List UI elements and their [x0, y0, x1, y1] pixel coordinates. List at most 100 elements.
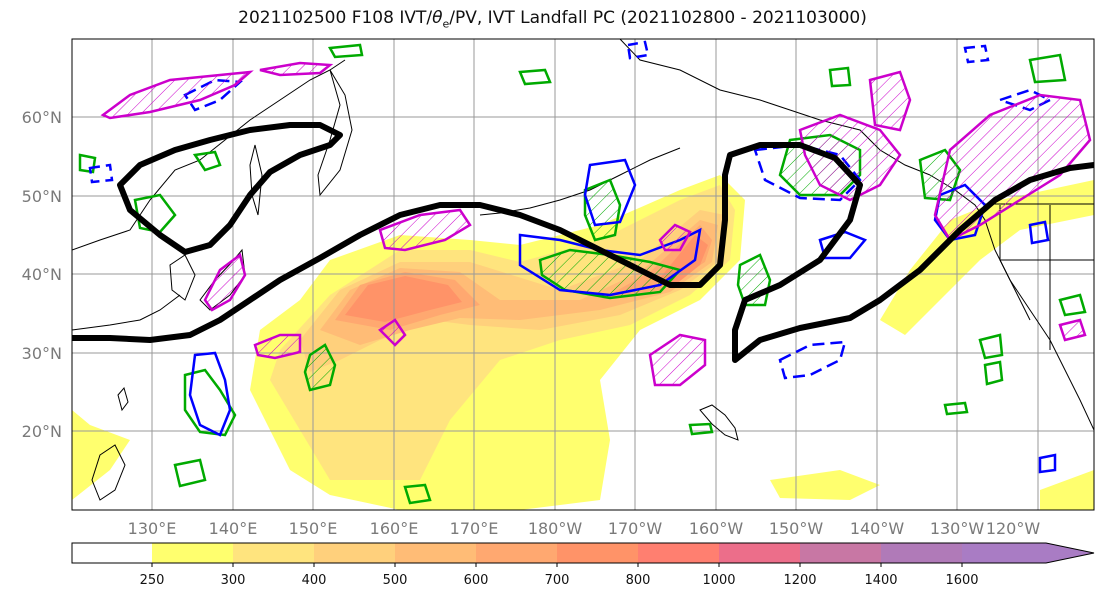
- lon-label: 150°E: [289, 519, 338, 538]
- pv-hatch-region: [868, 70, 912, 132]
- taiwan: [117, 386, 129, 412]
- colorbar-tick-label: 700: [545, 573, 570, 588]
- lon-label: 120°W: [986, 519, 1041, 538]
- colorbar-tick-label: 400: [302, 573, 327, 588]
- lat-label: 40°N: [22, 265, 62, 284]
- hawaii: [699, 404, 739, 441]
- colorbar-tick-label: 300: [221, 573, 246, 588]
- ivt-band-250: [880, 180, 1094, 335]
- pv-contour: [688, 422, 714, 436]
- colorbar-segment: [962, 543, 1046, 563]
- pv-contour: [538, 248, 683, 300]
- asia-coast: [72, 294, 181, 331]
- lat-label: 30°N: [22, 344, 62, 363]
- theta-e-contour: [1028, 220, 1050, 245]
- colorbar-segment: [152, 543, 233, 563]
- colorbar-ticks: [151, 563, 963, 567]
- lat-label: 60°N: [22, 108, 62, 127]
- latitude-labels: 60°N 50°N 40°N 30°N 20°N: [22, 108, 62, 441]
- pv-contour: [943, 401, 969, 416]
- lon-label: 170°W: [608, 519, 663, 538]
- pv-hatch-region: [203, 252, 247, 312]
- colorbar-segment: [557, 543, 638, 563]
- map-panel: [71, 38, 1095, 511]
- pv-hatch-region: [798, 113, 902, 202]
- pv-hatch-region: [1058, 318, 1087, 342]
- lon-label: 170°E: [450, 519, 499, 538]
- pv-contour: [78, 153, 97, 174]
- colorbar-tick-label: 1600: [945, 573, 978, 588]
- sakhalin: [249, 144, 263, 216]
- colorbar-segment: [476, 543, 557, 563]
- lon-label: 140°W: [850, 519, 905, 538]
- pv-hatch-region: [259, 61, 334, 77]
- pv-hatch-region: [253, 333, 302, 360]
- pv-contour: [133, 193, 177, 234]
- colorbar-tick-label: 1400: [864, 573, 897, 588]
- ivt-band-250: [1040, 470, 1094, 510]
- kamchatka: [317, 69, 353, 197]
- lon-label: 140°E: [209, 519, 258, 538]
- colorbar-tick-label: 1000: [702, 573, 735, 588]
- korea: [169, 254, 196, 301]
- lon-label: 130°E: [128, 519, 177, 538]
- colorbar-tick-label: 250: [140, 573, 165, 588]
- jet-contour: [72, 122, 1094, 363]
- pv-contour: [978, 333, 1004, 360]
- map-frame: [71, 38, 1095, 511]
- theta-e-contour: [583, 158, 637, 227]
- pv-contour: [828, 66, 852, 88]
- colorbar-segment: [638, 543, 719, 563]
- colorbar-tick-label: 600: [464, 573, 489, 588]
- pv-hatch-region: [933, 93, 1092, 242]
- theta-e-contour: [1038, 453, 1057, 474]
- pv-contour: [303, 343, 337, 392]
- colorbar-segment: [881, 543, 962, 563]
- ivt-band-400: [300, 210, 725, 372]
- theta-e-contour: [963, 44, 990, 64]
- lon-label: 180°W: [528, 519, 583, 538]
- pv-contour: [173, 458, 207, 488]
- pv-hatch-region: [648, 333, 707, 387]
- colorbar: 250 300 400 500 600 700 800 1000 1200 14…: [71, 542, 1095, 588]
- pv-hatched-contours: [100, 61, 1092, 387]
- lon-label: 160°W: [689, 519, 744, 538]
- pv-hatch-region: [378, 318, 407, 347]
- lon-label: 150°W: [769, 519, 824, 538]
- pv-contour: [183, 368, 237, 437]
- pv-contour: [1058, 293, 1087, 317]
- pv-contour: [403, 483, 432, 505]
- philippines: [91, 444, 126, 501]
- colorbar-tick-label: 800: [626, 573, 651, 588]
- theta-e-contour: [626, 40, 650, 60]
- colorbar-segment: [314, 543, 395, 563]
- asia-coast: [72, 59, 346, 251]
- pv-hatch-region: [100, 70, 254, 120]
- colorbar-tick-label: 500: [383, 573, 408, 588]
- lon-label: 130°W: [930, 519, 985, 538]
- pv-contour: [518, 68, 552, 86]
- colorbar-tick-label: 1200: [783, 573, 816, 588]
- theta-e-contour: [188, 351, 232, 437]
- longitude-labels: 130°E 140°E 150°E 160°E 170°E 180°W 170°…: [128, 519, 1041, 538]
- colorbar-segment: [395, 543, 476, 563]
- colorbar-frame: [71, 542, 1095, 564]
- ivt-band-250: [770, 470, 880, 500]
- jet-contour-line: [117, 122, 343, 255]
- lat-label: 50°N: [22, 187, 62, 206]
- state-lines: [999, 205, 1094, 350]
- ivt-band-700: [345, 276, 462, 322]
- pv-contour: [983, 360, 1004, 386]
- colorbar-segment: [233, 543, 314, 563]
- jet-contour-line: [72, 142, 1094, 363]
- colorbar-segment: [719, 543, 800, 563]
- lat-label: 20°N: [22, 422, 62, 441]
- pv-hatch-region: [658, 223, 692, 252]
- lon-label: 160°E: [370, 519, 419, 538]
- page-title: 2021102500 F108 IVT/θe/PV, IVT Landfall …: [238, 8, 867, 31]
- theta-e-contour: [996, 88, 1053, 112]
- colorbar-extend-arrow: [1046, 543, 1094, 563]
- theta-e-contour: [88, 163, 114, 184]
- colorbar-segment: [72, 543, 153, 563]
